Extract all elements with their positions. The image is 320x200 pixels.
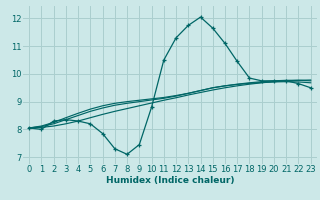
X-axis label: Humidex (Indice chaleur): Humidex (Indice chaleur) [106, 176, 234, 185]
